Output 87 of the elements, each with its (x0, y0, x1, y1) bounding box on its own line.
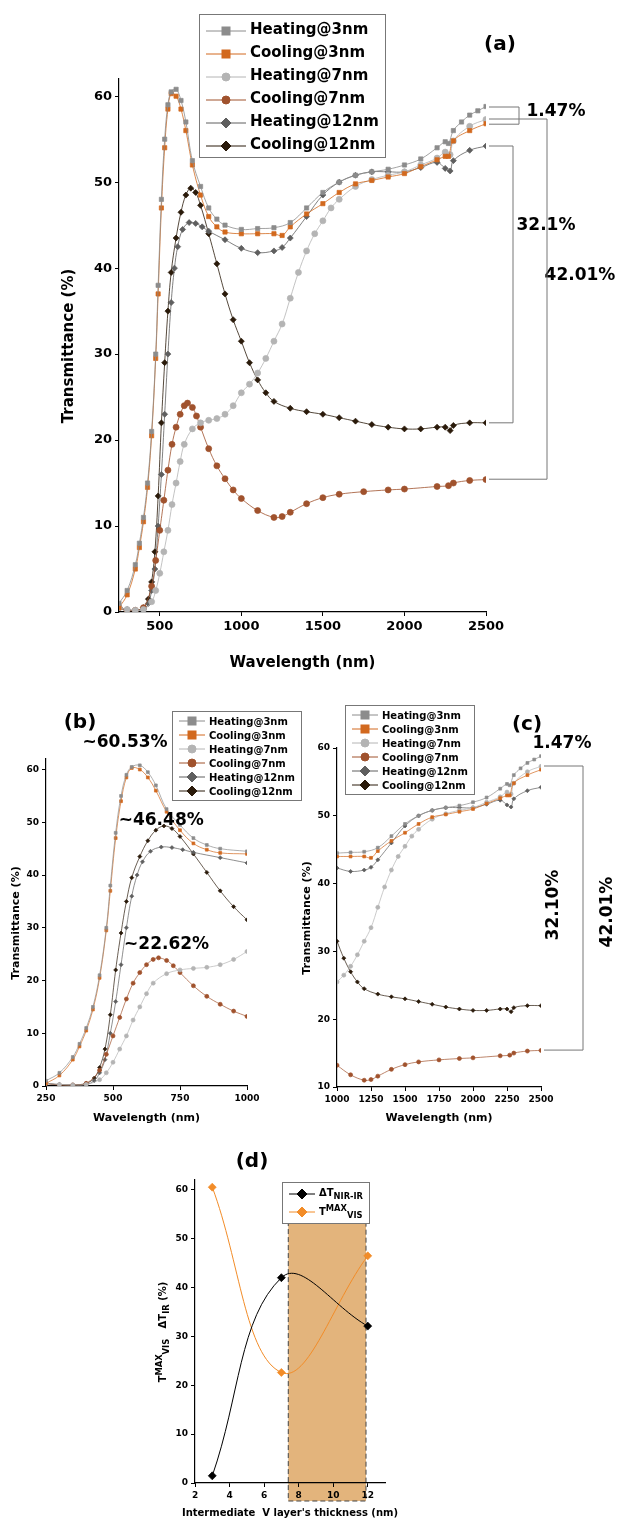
text: 32.1% (516, 213, 576, 234)
legend-label: Cooling@7nm (209, 757, 286, 769)
x-axis-title: Wavelength (nm) (229, 652, 376, 671)
legend-label: Heating@12nm (209, 771, 295, 783)
text: 42.01% (544, 263, 616, 284)
legend-label: Cooling@12nm (250, 134, 376, 153)
legend-label: Heating@3nm (209, 715, 288, 727)
y-tick-label: 50 (26, 816, 39, 827)
legend-label: Heating@7nm (209, 743, 288, 755)
x-tick-label: 2250 (494, 1093, 520, 1104)
annotation: ~22.62% (124, 933, 210, 953)
text: 42.01% (595, 876, 616, 948)
annotation: ~46.48% (118, 809, 204, 830)
y-axis-title: Transmittance (%) (8, 865, 23, 980)
x-tick-label: 500 (146, 618, 174, 634)
x-tick-label: 500 (103, 1092, 123, 1103)
x-tick-label: 8 (295, 1489, 302, 1500)
x-tick-label: 1000 (324, 1093, 350, 1104)
y-tick-label: 60 (175, 1184, 188, 1195)
x-tick-label: 6 (260, 1489, 268, 1500)
x-tick-label: 1500 (304, 618, 341, 634)
y-tick-label: 50 (317, 810, 330, 821)
legend-label: Heating@12nm (382, 765, 468, 777)
x-tick-label: 12 (361, 1489, 374, 1500)
legend-label: Heating@3nm (250, 19, 369, 38)
legend-label: Cooling@3nm (250, 42, 366, 61)
x-tick-label: 250 (36, 1092, 56, 1103)
x-axis-title: Wavelength (nm) (385, 1110, 493, 1125)
y-tick-label: 30 (175, 1330, 188, 1341)
chart-title: (d) (235, 1148, 269, 1172)
x-tick-label: 1000 (234, 1092, 260, 1103)
y-tick-label: 10 (93, 517, 112, 533)
y-tick-label: 40 (317, 877, 330, 888)
legend-label: Heating@7nm (250, 65, 369, 84)
x-tick-label: 2000 (460, 1093, 486, 1104)
y-tick-label: 30 (317, 945, 330, 956)
y-tick-label: 0 (181, 1477, 188, 1488)
x-tick-label: 2500 (528, 1093, 554, 1104)
y-tick-label: 10 (26, 1027, 39, 1038)
annotation: ~60.53% (82, 731, 168, 752)
legend-label: Cooling@12nm (382, 779, 466, 791)
x-tick-label: 1250 (358, 1093, 384, 1104)
y-axis-title: Transmittance (%) (58, 268, 77, 423)
legend-label: Heating@7nm (382, 737, 461, 749)
y-tick-label: 20 (93, 431, 112, 447)
x-tick-label: 2500 (467, 618, 505, 634)
x-tick-label: 1750 (426, 1093, 452, 1104)
y-tick-label: 60 (317, 742, 330, 753)
x-tick-label: 10 (326, 1489, 340, 1500)
y-tick-label: 30 (26, 922, 39, 933)
text: 1.47% (526, 99, 586, 120)
y-tick-label: 10 (317, 1081, 330, 1092)
y-tick-label: 40 (175, 1281, 188, 1292)
y-tick-label: 20 (175, 1379, 188, 1390)
y-tick-label: 60 (26, 763, 39, 774)
y-tick-label: 50 (93, 173, 112, 189)
x-tick-label: 1500 (392, 1093, 418, 1104)
chart-title: (b) (63, 709, 97, 733)
y-tick-label: 10 (175, 1428, 188, 1439)
x-axis-title: Intermediate V layer's thickness (nm) (181, 1506, 399, 1518)
x-tick-label: 750 (170, 1092, 190, 1103)
legend-label: Cooling@7nm (382, 751, 459, 763)
legend-label: Cooling@3nm (209, 729, 286, 741)
y-tick-label: 40 (26, 869, 39, 880)
y-tick-label: 0 (102, 603, 112, 619)
x-tick-label: 4 (226, 1489, 233, 1500)
y-tick-label: 30 (93, 345, 112, 361)
x-tick-label: 2000 (386, 618, 423, 634)
y-tick-label: 20 (317, 1013, 330, 1024)
legend-label: ΔT$_{NIR-IR}$ (319, 1187, 364, 1201)
legend-label: Cooling@12nm (209, 785, 293, 797)
chart-title: (c) (511, 711, 543, 735)
y-tick-label: 50 (175, 1232, 188, 1243)
annotation: 32.10% (541, 869, 562, 941)
x-tick-label: 1000 (223, 618, 260, 634)
y-axis-title: Transmittance (%) (299, 860, 314, 975)
x-tick-label: 2 (191, 1489, 199, 1500)
y-tick-label: 0 (32, 1080, 39, 1091)
chart-title: (a) (484, 31, 516, 55)
y-tick-label: 40 (93, 259, 112, 275)
legend-label: Cooling@7nm (250, 88, 366, 107)
legend-label: Cooling@3nm (382, 723, 459, 735)
y-tick-label: 20 (26, 974, 39, 985)
legend-label: Heating@12nm (250, 111, 379, 130)
y-tick-label: 60 (93, 87, 112, 103)
x-axis-title: Wavelength (nm) (93, 1110, 200, 1125)
legend-label: Heating@3nm (382, 709, 461, 721)
